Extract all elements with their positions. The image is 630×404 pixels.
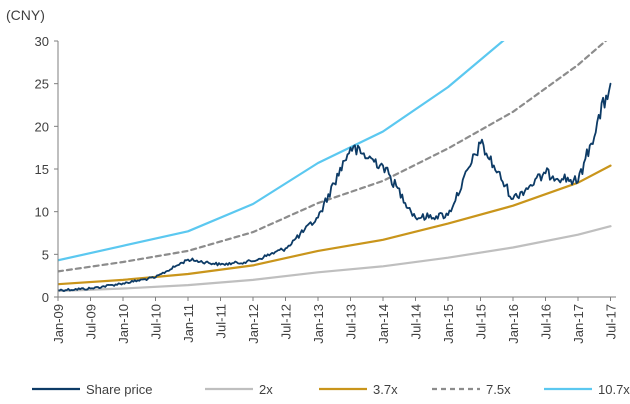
legend: Share price 2x 3.7x 7.5x 10.7x <box>32 382 630 397</box>
x-tick-label-jan-13: Jan-13 <box>311 304 326 344</box>
y-tick-label-15: 15 <box>35 162 49 177</box>
y-tick-label-5: 5 <box>42 247 49 262</box>
series-line-2x <box>58 225 612 293</box>
x-tick-label-jul-10: Jul-10 <box>149 304 164 339</box>
x-tick-label-jan-09: Jan-09 <box>51 304 66 344</box>
x-axis-ticks: Jan-09 Jul-09 Jan-10 Jul-10 Jan-11 Jul-11 Jan-… <box>51 297 619 344</box>
y-tick-label-30: 30 <box>35 34 49 49</box>
x-tick-label-jul-15: Jul-15 <box>474 304 489 339</box>
y-tick-label-0: 0 <box>42 290 49 305</box>
series-layer <box>58 41 612 293</box>
legend-label-share-price: Share price <box>86 382 152 397</box>
x-tick-label-jan-17: Jan-17 <box>571 304 586 344</box>
x-tick-label-jan-14: Jan-14 <box>376 304 391 344</box>
x-tick-label-jul-09: Jul-09 <box>84 304 99 339</box>
legend-label-7-5x: 7.5x <box>486 382 511 397</box>
x-tick-label-jan-12: Jan-12 <box>246 304 261 344</box>
x-tick-label-jul-17: Jul-17 <box>604 304 619 339</box>
legend-label-2x: 2x <box>259 382 273 397</box>
x-tick-label-jul-16: Jul-16 <box>539 304 554 339</box>
x-tick-label-jul-12: Jul-12 <box>279 304 294 339</box>
series-line-7-5x <box>58 41 608 273</box>
y-tick-label-20: 20 <box>35 119 49 134</box>
x-tick-label-jan-11: Jan-11 <box>181 304 196 343</box>
x-tick-label-jul-13: Jul-13 <box>344 304 359 339</box>
y-axis-ticks: 0 5 10 15 20 25 30 <box>35 34 58 305</box>
y-tick-label-25: 25 <box>35 77 49 92</box>
x-tick-label-jul-11: Jul-11 <box>214 304 229 338</box>
series-line-10-7x <box>58 41 505 262</box>
y-tick-label-10: 10 <box>35 205 49 220</box>
legend-label-3-7x: 3.7x <box>373 382 398 397</box>
y-axis-unit-label: (CNY) <box>6 7 45 23</box>
x-tick-label-jan-15: Jan-15 <box>441 304 456 344</box>
x-tick-label-jan-10: Jan-10 <box>116 304 131 344</box>
legend-label-10-7x: 10.7x <box>598 382 630 397</box>
x-tick-label-jan-16: Jan-16 <box>506 304 521 344</box>
x-tick-label-jul-14: Jul-14 <box>409 304 424 339</box>
series-line-share-price <box>58 82 612 292</box>
